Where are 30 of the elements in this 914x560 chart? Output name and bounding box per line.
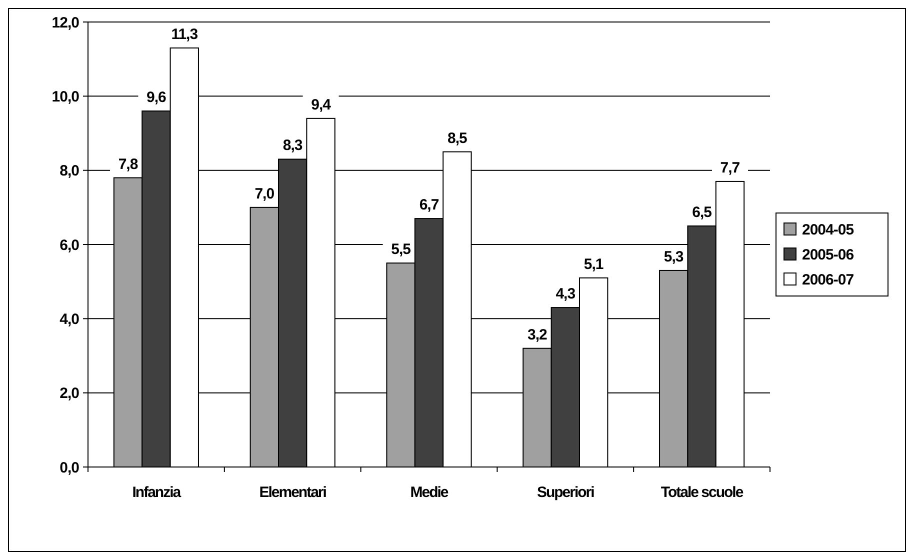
data-label: 7,7 <box>720 159 740 176</box>
y-tick-label: 10,0 <box>52 88 80 106</box>
legend-label: 2004-05 <box>802 221 854 238</box>
data-label: 9,4 <box>311 96 332 114</box>
data-label: 4,3 <box>556 286 576 303</box>
data-label: 3,2 <box>528 326 548 344</box>
x-tick-label: Medie <box>410 484 448 501</box>
y-tick-label: 8,0 <box>60 162 80 180</box>
data-label: 6,5 <box>692 204 712 221</box>
x-tick-label: Infanzia <box>132 484 182 501</box>
legend-label: 2005-06 <box>802 246 854 264</box>
data-label: 5,3 <box>664 248 684 266</box>
y-tick-label: 2,0 <box>60 385 80 402</box>
y-tick-label: 0,0 <box>60 459 80 476</box>
data-label: 5,1 <box>584 256 604 273</box>
data-label: 7,8 <box>118 156 138 173</box>
x-tick-label: Elementari <box>259 484 327 501</box>
data-label: 6,7 <box>419 196 439 214</box>
y-tick-label: 6,0 <box>60 236 80 254</box>
data-label: 8,3 <box>282 137 302 154</box>
y-tick-label: 4,0 <box>60 310 80 328</box>
y-tick-label: 12,0 <box>52 14 80 32</box>
data-label: 11,3 <box>171 26 198 43</box>
data-label: 7,0 <box>254 185 274 202</box>
data-label: 5,5 <box>391 241 411 258</box>
data-label: 8,5 <box>448 130 468 147</box>
data-label: 9,6 <box>146 89 166 106</box>
x-tick-label: Superiori <box>536 484 595 501</box>
legend-label: 2006-07 <box>802 271 854 288</box>
x-tick-label: Totale scuole <box>660 484 744 501</box>
